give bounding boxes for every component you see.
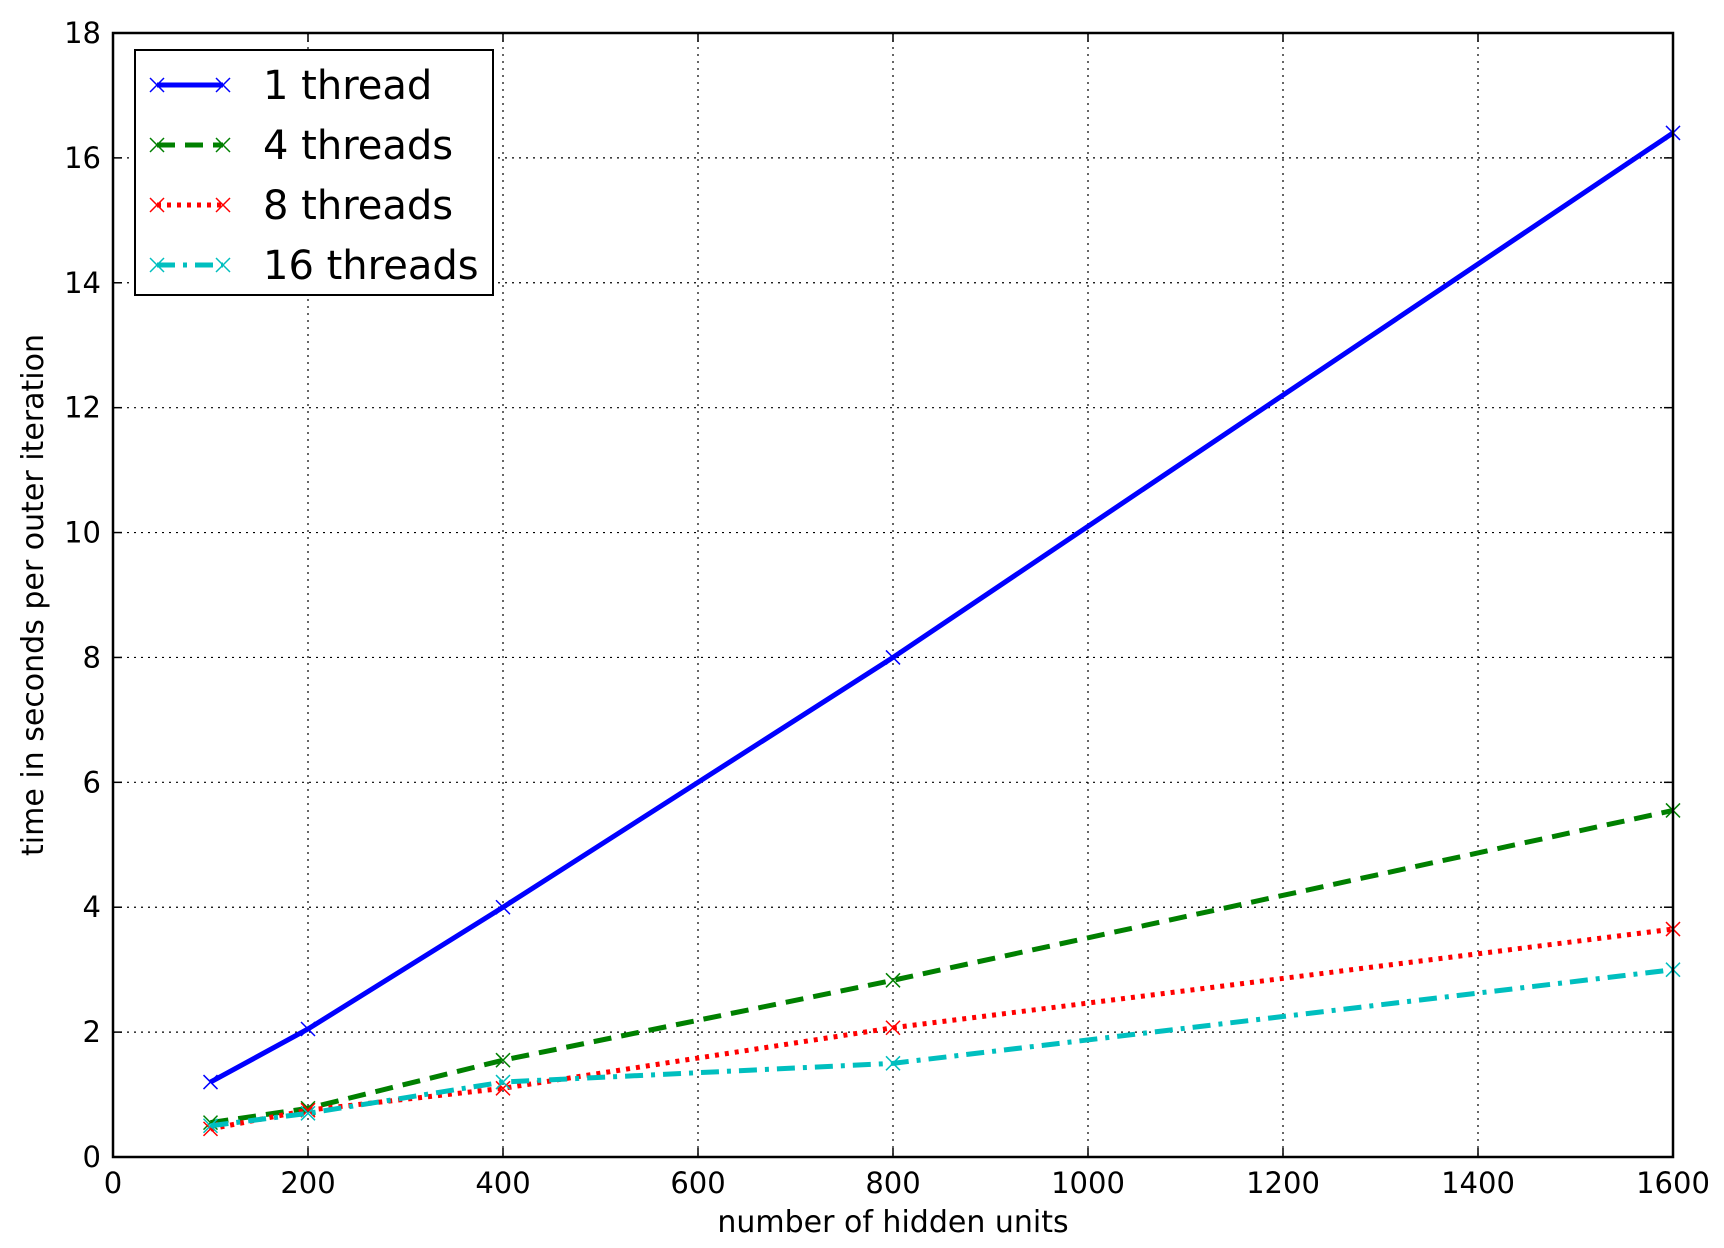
marker-stroke [495,1080,511,1096]
y-tick-label: 4 [83,890,101,924]
series-line-2 [210,807,1674,1126]
data-point-marker [885,972,901,988]
marker-stroke [202,1115,219,1131]
data-point-marker [215,137,231,153]
data-point-marker [215,197,231,213]
marker-stroke [215,77,231,93]
y-tick-label: 2 [83,1015,101,1049]
series-lines [202,125,1681,1137]
data-point-marker [149,257,165,273]
marker-stroke [149,257,165,273]
marker-stroke [300,1021,316,1037]
data-point-marker [149,137,165,153]
marker-stroke [202,1118,219,1134]
y-tick-label: 14 [64,266,101,300]
data-point-marker [149,197,165,213]
x-tick-label: 0 [104,1166,122,1200]
y-tick-label: 6 [83,765,101,799]
x-tick-label: 200 [280,1166,335,1200]
x-tick-label: 600 [670,1166,725,1200]
x-tick-label: 1400 [1441,1166,1515,1200]
marker-stroke [149,197,165,213]
legend-entry-label: 4 threads [263,123,453,169]
marker-stroke [149,137,165,153]
legend-box [134,49,494,296]
data-point-marker [495,1080,511,1096]
y-tick-label: 0 [83,1140,101,1174]
marker-stroke [885,649,901,665]
x-tick-label: 1000 [1051,1166,1125,1200]
marker-stroke [149,77,165,93]
data-point-marker [300,1105,316,1121]
marker-stroke [202,1074,219,1090]
x-axis-label: number of hidden units [717,1205,1068,1240]
data-point-marker [300,1021,316,1037]
data-point-marker [215,77,231,93]
data-point-marker [885,1020,901,1036]
data-point-marker [149,77,165,93]
marker-stroke [495,899,511,915]
legend-entry-label: 1 thread [263,63,432,109]
x-tick-label: 800 [865,1166,920,1200]
legend: 1 thread 4 threads 8 threads 16 threads [134,49,494,296]
y-tick-label: 12 [64,391,101,425]
x-tick-label: 1200 [1246,1166,1320,1200]
y-tick-label: 8 [83,640,101,674]
data-point-marker [215,257,231,273]
data-point-marker [495,899,511,915]
data-point-marker [495,1074,511,1090]
marker-stroke [215,137,231,153]
y-tick-label: 16 [64,141,101,175]
series-line-3 [210,926,1674,1132]
marker-stroke [495,1052,511,1068]
x-tick-label: 400 [475,1166,530,1200]
y-tick-label: 10 [64,516,101,550]
marker-stroke [885,1020,901,1036]
legend-entry-label: 16 threads [263,243,479,289]
data-point-marker [202,1074,219,1090]
marker-stroke [885,1055,901,1071]
y-axis-label: time in seconds per outer iteration [16,334,51,856]
marker-stroke [215,257,231,273]
data-point-marker [885,649,901,665]
marker-stroke [300,1105,316,1121]
data-point-marker [202,1118,219,1134]
axis-ticks: 0 200 400 600 800 1000 1200 1400 1600 0 2 4 6 8 10 12 14… [64,16,1710,1200]
data-point-marker [495,1052,511,1068]
marker-stroke [215,197,231,213]
series-line-4 [210,967,1674,1129]
marker-stroke [885,972,901,988]
y-tick-label: 18 [64,16,101,50]
legend-entry-label: 8 threads [263,183,453,229]
data-point-marker [885,1055,901,1071]
x-tick-label: 1600 [1636,1166,1710,1200]
marker-stroke [495,1074,511,1090]
